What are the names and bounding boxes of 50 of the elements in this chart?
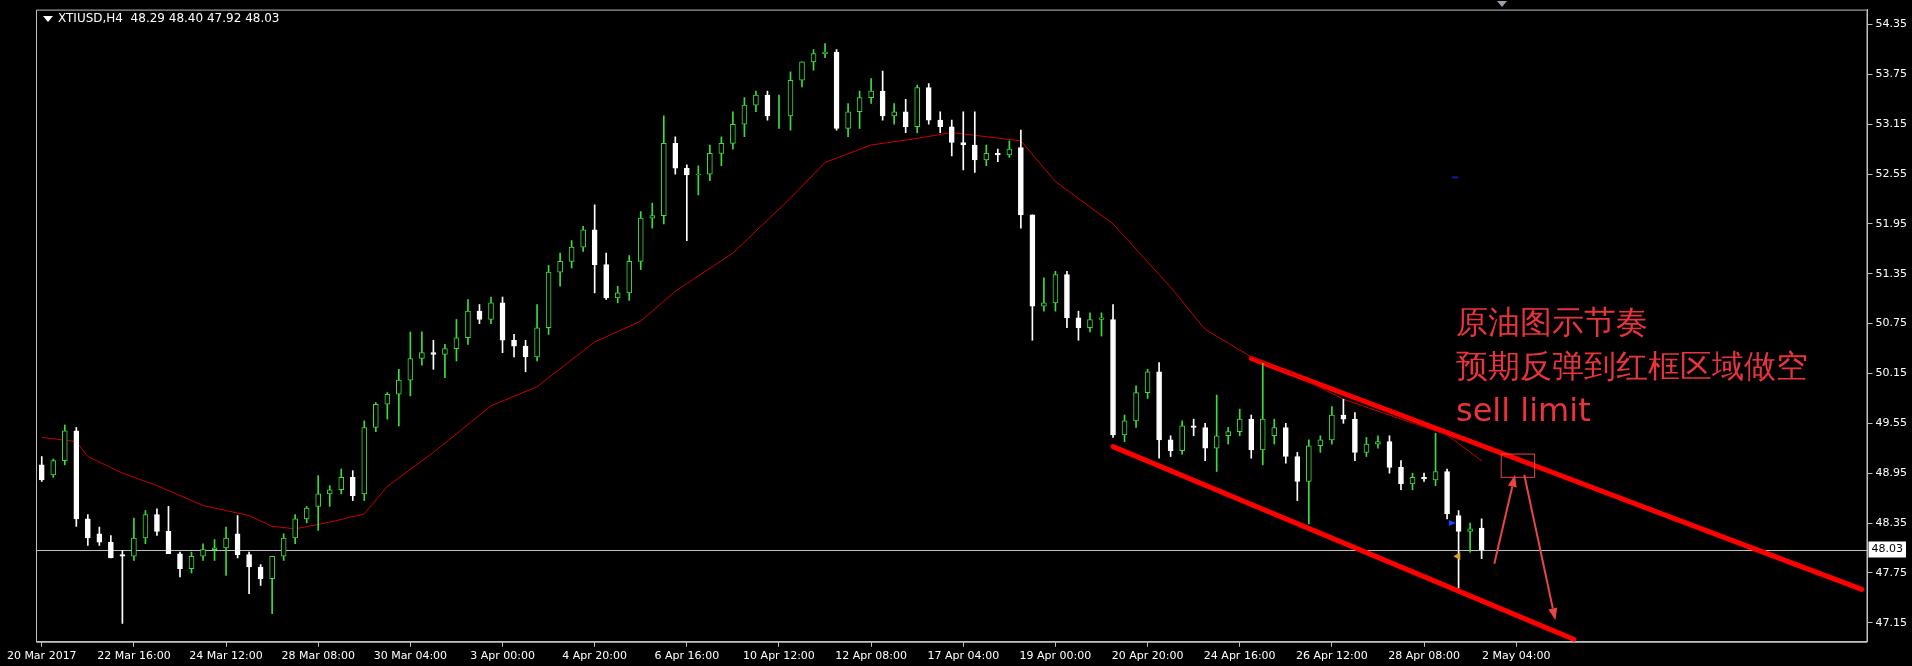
x-tick-label: 4 Apr 20:00 [562,649,628,663]
x-tick-label: 3 Apr 00:00 [470,649,535,663]
candlestick [868,78,874,104]
x-tick-label: 24 Apr 16:00 [1203,649,1276,663]
x-tick-label: 17 Apr 04:00 [927,649,1000,663]
y-tick-label: 54.35 [1875,17,1908,31]
candlestick [891,103,897,125]
y-tick-label: 53.75 [1875,67,1908,81]
candlestick [683,164,690,241]
candlestick [960,111,967,171]
y-tick-label: 48.95 [1875,466,1908,480]
candlestick [1375,435,1381,449]
annotation: sell limit [1456,390,1592,431]
candlestick [649,202,656,229]
annotation: 原油图示节奏 [1456,302,1649,343]
x-tick-label: 26 Apr 12:00 [1296,649,1368,663]
y-tick-label: 51.95 [1875,216,1908,230]
y-tick-label: 50.15 [1875,366,1908,380]
y-tick-label: 47.15 [1875,615,1908,629]
candlestick [971,111,978,173]
candlestick [419,331,425,366]
candlestick [223,526,229,576]
y-tick-label: 51.35 [1875,266,1908,280]
candlestick [326,485,333,507]
x-tick-label: 2 May 04:00 [1481,649,1551,663]
candlestick [442,344,448,378]
y-tick-label: 52.55 [1875,166,1908,180]
annotation: 预期反弹到红框区域做空 [1456,346,1808,387]
x-tick-label: 28 Apr 08:00 [1388,649,1460,663]
x-tick-label: 6 Apr 16:00 [654,649,720,663]
candlestick [1213,394,1220,472]
candlestick [1467,522,1473,553]
x-tick-label: 20 Mar 2017 [6,649,77,663]
x-tick-label: 24 Mar 12:00 [189,649,263,663]
ref-line-label: 48.03 [1871,542,1904,556]
x-tick-label: 28 Mar 08:00 [281,649,355,663]
x-tick-label: 30 Mar 04:00 [373,649,448,663]
y-tick-label: 49.55 [1875,416,1908,430]
x-tick-label: 10 Apr 12:00 [743,649,815,663]
candlestick [1041,277,1047,312]
x-tick-label: 12 Apr 08:00 [835,649,907,663]
x-tick-label: 20 Apr 20:00 [1111,649,1184,663]
x-tick-label: 19 Apr 00:00 [1019,649,1092,663]
y-tick-label: 47.75 [1875,565,1908,579]
x-tick-label: 22 Mar 16:00 [97,649,171,663]
chart-title: XTIUSD,H4 48.29 48.40 47.92 48.03 [58,11,280,25]
y-tick-label: 48.35 [1875,515,1908,529]
y-tick-label: 50.75 [1875,316,1908,330]
candlestick [315,475,322,531]
y-tick-label: 53.15 [1875,117,1908,131]
